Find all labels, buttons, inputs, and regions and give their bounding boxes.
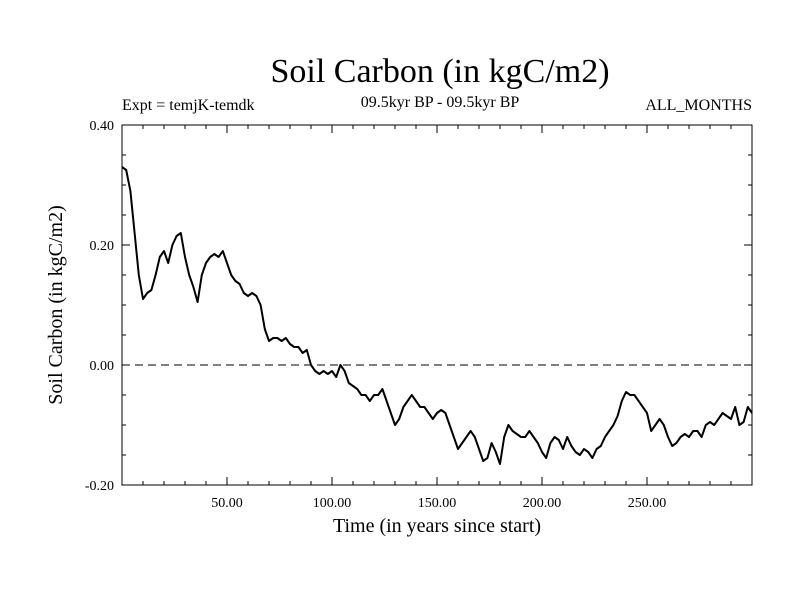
months-label: ALL_MONTHS (645, 97, 752, 114)
x-axis-label: Time (in years since start) (333, 515, 541, 537)
time-range-label: 09.5kyr BP - 09.5kyr BP (361, 94, 520, 111)
x-tick-label: 100.00 (313, 496, 352, 511)
y-axis-label: Soil Carbon (in kgC/m2) (45, 205, 67, 404)
y-tick-label: 0.40 (90, 119, 115, 134)
x-axis: 50.00 100.00 150.00 200.00 250.00 (142, 125, 732, 511)
y-tick-label: 0.20 (90, 239, 115, 254)
x-tick-label: 150.00 (418, 496, 457, 511)
experiment-label: Expt = temjK-temdk (122, 97, 255, 114)
y-axis: 0.40 0.20 0.00 -0.20 (85, 119, 752, 494)
y-tick-label: -0.20 (85, 479, 114, 494)
soil-carbon-series-line (121, 166, 753, 465)
x-tick-label: 200.00 (523, 496, 562, 511)
x-tick-label: 250.00 (628, 496, 667, 511)
y-tick-label: 0.00 (90, 359, 115, 374)
chart-title: Soil Carbon (in kgC/m2) (270, 53, 609, 90)
x-tick-label: 50.00 (211, 496, 243, 511)
